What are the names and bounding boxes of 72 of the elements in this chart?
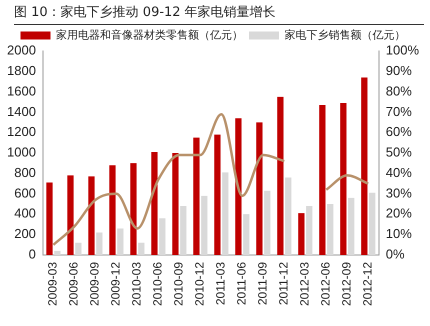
bar (298, 213, 304, 255)
y-tick-label: 400 (14, 206, 36, 221)
bar (256, 122, 263, 255)
bar (327, 204, 334, 255)
x-tick-label: 2011-09 (256, 262, 270, 306)
bar (222, 172, 228, 255)
x-tick-label: 2009-06 (66, 262, 81, 306)
x-tick-label: 2012-09 (340, 262, 354, 306)
bar (109, 165, 116, 255)
y2-tick-label: 0% (386, 246, 405, 262)
x-tick-label: 2011-12 (276, 262, 291, 306)
y-tick-label: 1600 (7, 83, 36, 98)
bar (201, 196, 208, 255)
y2-tick-label: 20% (386, 206, 412, 221)
y2-tick-label: 50% (386, 144, 412, 160)
x-tick-label: 2009-03 (46, 262, 60, 306)
bar (361, 78, 368, 255)
bar (138, 242, 144, 255)
bar (340, 103, 346, 255)
bar (193, 138, 200, 255)
bar (319, 105, 326, 255)
bar (306, 206, 312, 255)
y2-tick-label: 60% (386, 124, 412, 140)
y2-tick-label: 100% (386, 42, 420, 58)
x-tick-label: 2012-06 (318, 262, 333, 306)
y-tick-label: 0 (28, 246, 36, 262)
y-tick-label: 600 (14, 185, 36, 200)
bar (277, 96, 284, 255)
y-tick-label: 800 (14, 164, 36, 180)
bar (285, 177, 292, 255)
bar (235, 118, 242, 255)
bar (54, 250, 60, 255)
x-tick-label: 2009-09 (88, 262, 102, 306)
chart-title: 图 10：家电下乡推动 09-12 年家电销量增长 (14, 3, 424, 25)
bar (75, 242, 82, 255)
legend-label: 家电下乡销售额（亿元） (284, 28, 406, 42)
x-tick-label: 2010-12 (192, 262, 207, 306)
x-tick-label: 2010-06 (150, 262, 165, 306)
y-tick-label: 2000 (7, 42, 36, 58)
bar (348, 198, 354, 255)
x-tick-label: 2011-03 (214, 262, 228, 306)
y2-tick-label: 90% (386, 62, 412, 78)
x-tick-label: 2010-09 (172, 262, 186, 306)
bar (264, 190, 270, 255)
y2-tick-label: 10% (386, 226, 412, 242)
x-tick-label: 2012-03 (298, 262, 312, 306)
y2-tick-label: 80% (386, 83, 412, 98)
bar (180, 206, 186, 255)
bar (117, 228, 124, 255)
bar (96, 232, 102, 255)
y-tick-label: 200 (14, 226, 36, 242)
y2-tick-label: 70% (386, 104, 412, 119)
y2-tick-label: 40% (386, 164, 412, 180)
bar (130, 163, 137, 255)
bar (172, 152, 179, 255)
x-tick-label: 2012-12 (360, 262, 375, 306)
bar (88, 176, 95, 255)
bar (214, 134, 221, 255)
x-tick-label: 2011-06 (234, 262, 249, 306)
y-tick-label: 1400 (7, 104, 36, 119)
y-tick-label: 1000 (7, 144, 36, 160)
y-tick-label: 1200 (7, 124, 36, 140)
bar (369, 192, 376, 255)
bar (46, 182, 53, 255)
bar (243, 214, 250, 255)
legend-label: 家用电器和音像器材类零售额（亿元） (56, 28, 243, 42)
x-tick-label: 2009-12 (108, 262, 123, 306)
y-tick-label: 1800 (7, 62, 36, 78)
bar (159, 218, 166, 255)
x-tick-label: 2010-03 (130, 262, 144, 306)
y2-tick-label: 30% (386, 185, 412, 200)
bar (67, 175, 74, 255)
